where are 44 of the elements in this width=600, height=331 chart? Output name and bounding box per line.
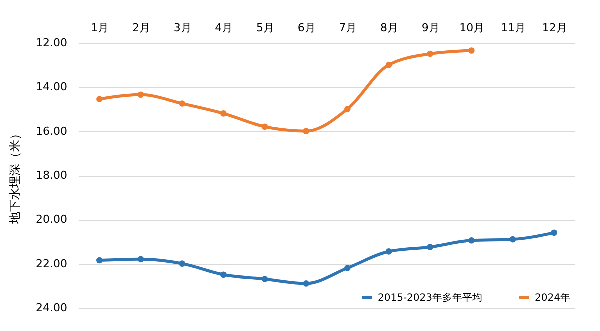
x-tick-label: 7月	[339, 22, 358, 34]
y-tick-label: 22.00	[36, 257, 68, 270]
legend-label: 2024年	[535, 292, 570, 304]
point	[427, 244, 434, 250]
point	[303, 280, 310, 287]
y-tick-label: 16.00	[36, 124, 68, 138]
point	[551, 230, 558, 236]
point	[220, 110, 227, 117]
point	[138, 256, 144, 263]
y-tick-label: 12.00	[36, 36, 68, 50]
point	[262, 276, 268, 282]
point	[303, 128, 310, 134]
x-tick-label: 12月	[542, 22, 568, 34]
x-tick-label: 2月	[132, 22, 150, 34]
y-axis-title: 地下水埋深（米）	[8, 128, 22, 225]
point	[344, 106, 351, 112]
point	[179, 260, 186, 267]
x-tick-label: 4月	[215, 22, 234, 34]
y-tick-label: 24.00	[36, 302, 68, 314]
y-tick-label: 14.00	[36, 80, 68, 94]
x-tick-label: 9月	[422, 22, 440, 34]
point	[427, 50, 434, 58]
y-tick-label: 18.00	[36, 169, 68, 182]
legend-label: 2015-2023年多年平均	[378, 292, 483, 304]
point	[96, 96, 103, 102]
point	[220, 272, 227, 278]
point	[386, 62, 392, 68]
x-tick-label: 5月	[256, 22, 274, 34]
point	[510, 236, 516, 243]
point	[468, 48, 475, 54]
x-tick-label: 6月	[298, 22, 316, 34]
x-tick-label: 11月	[501, 22, 526, 34]
point	[138, 92, 144, 98]
point	[468, 237, 475, 244]
point	[179, 100, 186, 107]
y-tick-label: 20.00	[36, 213, 68, 226]
x-tick-label: 3月	[174, 22, 192, 34]
point	[386, 248, 392, 255]
point	[96, 257, 103, 264]
x-tick-label: 10月	[460, 22, 485, 34]
point	[262, 124, 268, 130]
point	[344, 265, 351, 272]
x-tick-label: 1月	[91, 22, 110, 34]
x-tick-label: 8月	[380, 22, 398, 34]
